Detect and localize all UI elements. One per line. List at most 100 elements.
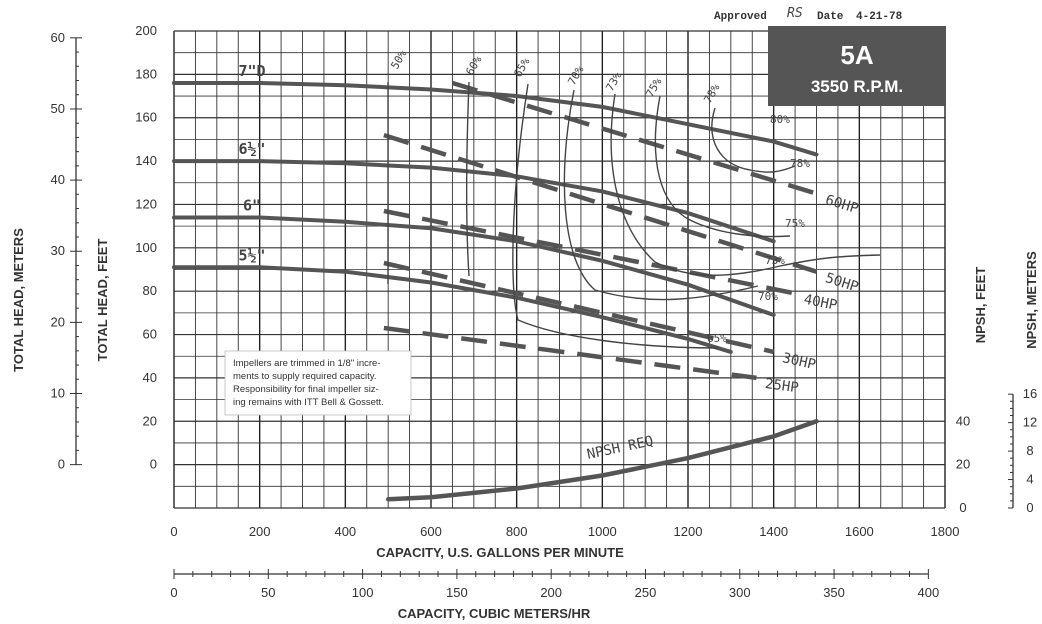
note-box	[224, 350, 412, 416]
model-speed: 3550 R.P.M.	[811, 77, 903, 96]
npsh-ft-tick-label: 0	[959, 500, 966, 515]
npsh-ft-tick-label: 20	[956, 457, 970, 472]
model-badge	[768, 26, 946, 106]
npsh-m-axis-title: NPSH, METERS	[1024, 251, 1039, 349]
y-tick-label: 140	[135, 153, 157, 168]
impeller-curve	[172, 265, 733, 354]
approval-initials: RS	[787, 6, 803, 21]
efficiency-label: 70%	[565, 63, 586, 87]
hp-line	[383, 132, 818, 274]
y2-tick-label: 10	[51, 386, 65, 401]
hp-line	[383, 260, 775, 355]
x2-tick-label: 200	[540, 585, 562, 600]
impeller-curve	[172, 81, 819, 157]
x-tick-label: 800	[506, 524, 528, 539]
efficiency-contour	[512, 83, 719, 349]
series	[172, 80, 881, 502]
y2-tick-label: 0	[58, 457, 65, 472]
y-tick-label: 20	[143, 413, 157, 428]
impeller-curve	[172, 215, 776, 317]
hp-label: 25HP	[764, 376, 800, 396]
y2-axis-title: TOTAL HEAD, METERS	[11, 228, 26, 372]
note-line-4: ing remains with ITT Bell & Gossett.	[233, 397, 384, 408]
hp-label: 50HP	[823, 270, 860, 295]
efficiency-label: 70%	[758, 290, 778, 303]
hp-line	[383, 208, 796, 296]
x-tick-label: 1800	[931, 524, 960, 539]
impeller-label: 6½"	[238, 140, 265, 158]
y-axis-title: TOTAL HEAD, FEET	[95, 239, 110, 362]
y-tick-label: 160	[135, 110, 157, 125]
efficiency-label: 78%	[790, 157, 810, 170]
efficiency-label: 75%	[785, 217, 805, 230]
x2-tick-label: 350	[823, 585, 845, 600]
efficiency-label: 80%	[770, 113, 790, 126]
hp-line	[383, 325, 757, 381]
y2-tick-label: 20	[51, 314, 65, 329]
efficiency-label: 50%	[388, 47, 409, 71]
approval-date: 4-21-78	[856, 11, 903, 23]
x-tick-label: 400	[334, 524, 356, 539]
x-tick-label: 1000	[588, 524, 617, 539]
model-title: 5A	[840, 40, 873, 70]
y-tick-label: 180	[135, 66, 157, 81]
note-line-1: Impellers are trimmed in 1/8" incre-	[233, 358, 381, 369]
x-tick-label: 1200	[674, 524, 703, 539]
approved-label: Approved	[714, 11, 767, 23]
x2-tick-label: 250	[635, 585, 657, 600]
impeller-label: 5½"	[238, 246, 265, 264]
x2-axis-title: CAPACITY, CUBIC METERS/HR	[398, 606, 591, 621]
y-tick-label: 60	[143, 327, 157, 342]
y2-tick-label: 40	[51, 172, 65, 187]
hp-label: 40HP	[802, 292, 838, 314]
x-tick-label: 200	[249, 524, 271, 539]
impeller-label: 7"D	[238, 62, 265, 80]
x2-tick-label: 50	[261, 585, 275, 600]
npsh-m-tick-label: 16	[1023, 386, 1037, 401]
x2-tick-label: 400	[918, 585, 940, 600]
npsh-ft-axis-title: NPSH, FEET	[973, 267, 988, 344]
npsh-req-curve	[385, 419, 819, 502]
x-axis-title: CAPACITY, U.S. GALLONS PER MINUTE	[376, 545, 624, 560]
efficiency-label: 78%	[701, 81, 722, 105]
hp-label: 30HP	[781, 350, 817, 373]
efficiency-label: 73%	[765, 254, 785, 267]
y2-tick-label: 30	[51, 243, 65, 258]
npsh-m-tick-label: 8	[1026, 443, 1033, 458]
npsh-m-tick-label: 4	[1026, 472, 1033, 487]
npsh-req-label: NPSH REQ	[586, 433, 655, 463]
efficiency-contour	[563, 89, 759, 301]
efficiency-label: 73%	[603, 69, 624, 93]
y-tick-label: 0	[150, 457, 157, 472]
y2-tick-label: 50	[51, 101, 65, 116]
efficiency-label: 65%	[707, 332, 727, 345]
hp-label: 60HP	[823, 192, 860, 217]
y-tick-label: 100	[135, 240, 157, 255]
grid	[173, 30, 946, 509]
x2-tick-label: 150	[446, 585, 468, 600]
efficiency-contour	[610, 93, 881, 276]
axes: 0 200 400 600 800 1000 1200 1400 1600 18000204060…	[51, 23, 1038, 600]
x2-tick-label: 0	[170, 585, 177, 600]
npsh-m-tick-label: 12	[1023, 415, 1037, 430]
x-tick-label: 1400	[759, 524, 788, 539]
y-tick-label: 120	[135, 196, 157, 211]
x-tick-label: 600	[420, 524, 442, 539]
x2-tick-label: 300	[729, 585, 751, 600]
note-line-3: Responsibility for final impeller siz-	[233, 384, 379, 395]
x2-tick-label: 100	[352, 585, 374, 600]
y2-tick-label: 60	[51, 30, 65, 45]
efficiency-contour	[466, 81, 470, 277]
y-tick-label: 80	[143, 283, 157, 298]
impeller-label: 6"	[243, 196, 261, 214]
npsh-m-tick-label: 0	[1026, 500, 1033, 515]
date-label: Date	[817, 11, 844, 23]
y-tick-label: 200	[135, 23, 157, 38]
efficiency-contour	[654, 95, 791, 238]
npsh-ft-tick-label: 40	[956, 413, 970, 428]
impeller-curve	[172, 159, 776, 244]
note-line-2: ments to supply required capacity.	[233, 371, 376, 382]
x-tick-label: 0	[170, 524, 177, 539]
hp-line	[451, 80, 818, 196]
